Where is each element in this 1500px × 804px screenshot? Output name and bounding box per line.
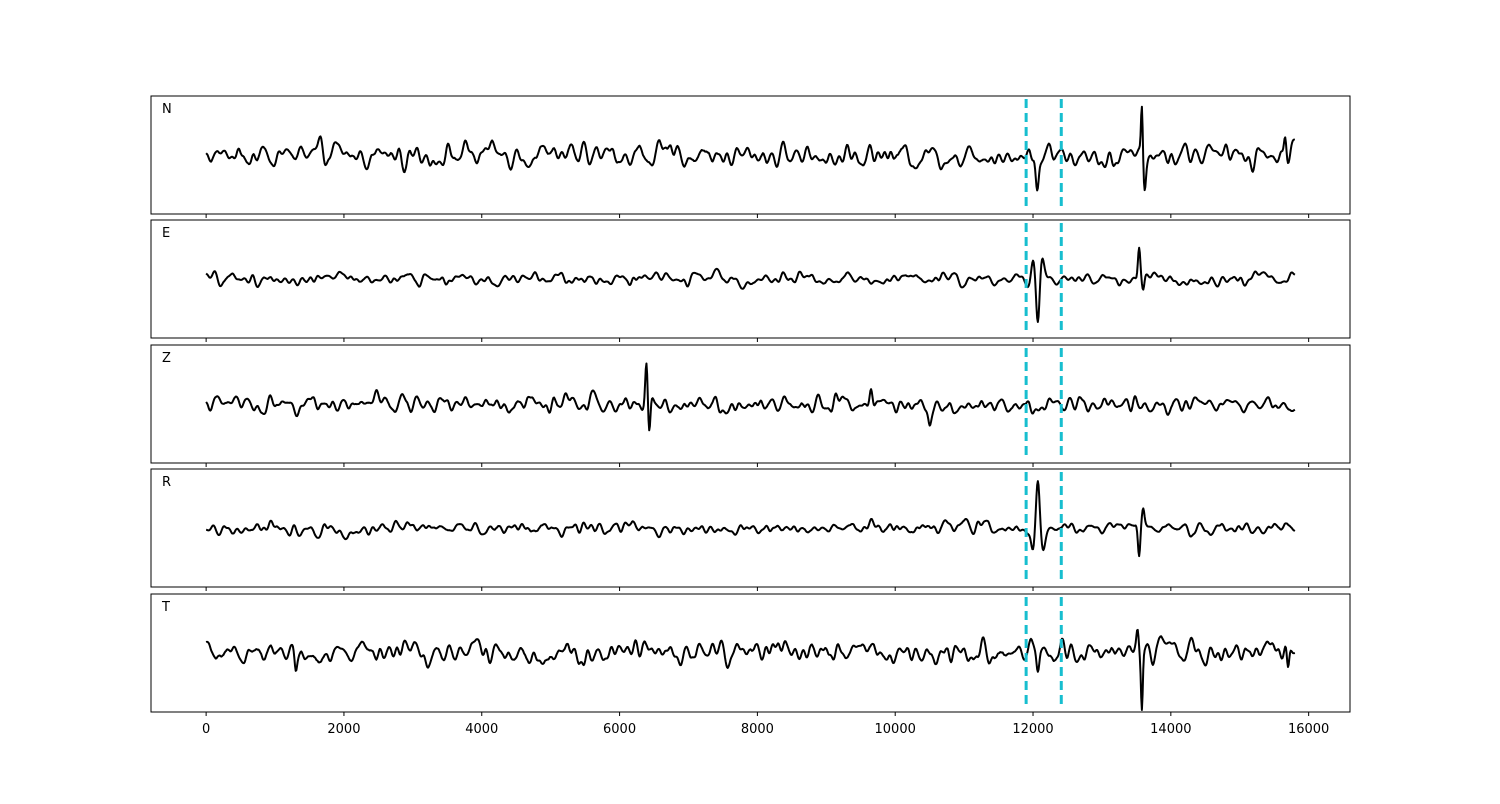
panel-t: T 0 2000 4000 6000 8000 10000 12000 14000 16000 <box>150 593 1351 737</box>
x-tick-label: 2000 <box>327 722 360 737</box>
panel-frame <box>150 219 1351 339</box>
x-tick-label: 10000 <box>875 722 916 737</box>
panel-e: E <box>150 219 1351 342</box>
x-tick-label: 16000 <box>1288 722 1329 737</box>
panel-frame <box>150 95 1351 215</box>
x-tick-label: 6000 <box>603 722 636 737</box>
panel-label: T <box>161 600 170 615</box>
trace-r <box>205 480 1296 558</box>
x-tick-label: 4000 <box>465 722 498 737</box>
trace-e <box>205 246 1296 323</box>
panel-label: Z <box>162 351 171 366</box>
panel-label: R <box>162 475 171 490</box>
x-tick-label: 12000 <box>1012 722 1053 737</box>
panel-n: N <box>150 95 1351 218</box>
x-tick-label: 8000 <box>741 722 774 737</box>
x-tick-label: 14000 <box>1150 722 1191 737</box>
panel-frame <box>150 468 1351 588</box>
trace-n <box>205 105 1296 192</box>
x-tick-label: 0 <box>202 722 210 737</box>
panel-frame <box>150 344 1351 464</box>
panel-frame <box>150 593 1351 713</box>
trace-t <box>205 628 1296 711</box>
trace-z <box>205 362 1296 432</box>
panel-r: R <box>150 468 1351 591</box>
panel-z: Z <box>150 344 1351 467</box>
panel-label: N <box>162 102 172 117</box>
panel-label: E <box>162 226 170 241</box>
